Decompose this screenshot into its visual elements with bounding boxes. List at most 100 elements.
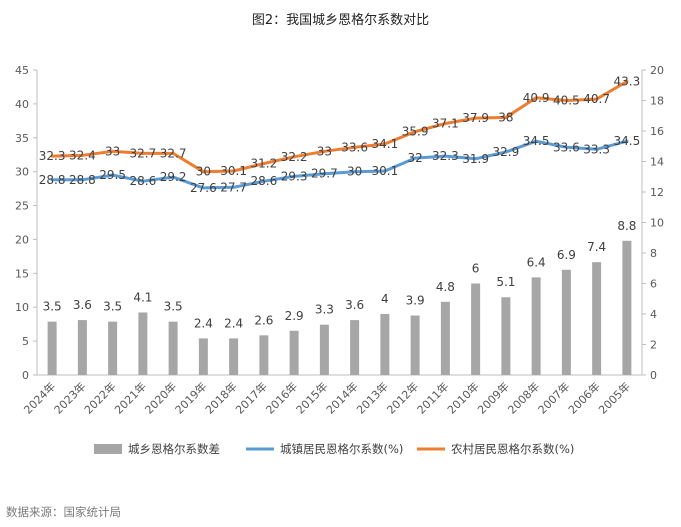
bar-data-label: 3.3: [315, 303, 334, 317]
right-axis-tick-label: 10: [650, 217, 664, 230]
x-axis-tick-label: 2010年: [444, 379, 481, 416]
point-urban: [171, 175, 175, 179]
x-axis-tick-label: 2017年: [233, 379, 270, 416]
point-urban: [141, 179, 145, 183]
point-urban: [504, 150, 508, 154]
bar-difference: [198, 338, 208, 375]
bar-data-label: 2.4: [224, 316, 243, 330]
rural-data-label: 32.4: [69, 148, 96, 162]
urban-data-label: 28.6: [251, 174, 278, 188]
bar-difference: [108, 321, 118, 375]
point-urban: [80, 178, 84, 182]
x-axis-tick-label: 2011年: [414, 379, 451, 416]
source-note: 数据来源：国家统计局: [6, 505, 121, 519]
rural-data-label: 32.2: [281, 150, 308, 164]
chart-title: 图2：我国城乡恩格尔系数对比: [251, 13, 430, 28]
right-axis-tick-label: 18: [650, 95, 664, 108]
line-rural: [50, 80, 629, 174]
point-rural: [413, 130, 417, 134]
x-axis-tick-label: 2006年: [565, 379, 602, 416]
point-urban: [322, 172, 326, 176]
urban-data-label: 29.5: [99, 168, 126, 182]
x-axis-tick-label: 2022年: [81, 379, 118, 416]
x-axis-tick-label: 2018年: [202, 379, 239, 416]
rural-data-label: 32.7: [130, 146, 157, 160]
bar-difference: [622, 240, 632, 375]
bar-difference: [289, 330, 299, 375]
left-axis-tick-label: 40: [15, 98, 29, 111]
bar-difference: [471, 283, 481, 375]
x-axis-tick-label: 2014年: [323, 379, 360, 416]
bar-difference: [77, 320, 87, 375]
x-axis-tick-label: 2013年: [354, 379, 391, 416]
bar-difference: [138, 312, 148, 375]
legend-label: 城乡恩格尔系数差: [128, 442, 220, 456]
bar-difference: [440, 301, 450, 375]
urban-data-label: 30.1: [372, 164, 399, 178]
urban-data-label: 29.7: [311, 167, 338, 181]
legend-label: 城镇居民恩格尔系数(%): [280, 442, 403, 456]
rural-data-label: 40.5: [553, 94, 580, 108]
point-rural: [50, 154, 54, 158]
urban-data-label: 31.9: [462, 152, 489, 166]
x-axis-tick-label: 2019年: [172, 379, 209, 416]
urban-data-label: 32.3: [432, 149, 459, 163]
urban-data-label: 28.8: [39, 173, 66, 187]
bar-data-label: 2.6: [254, 313, 273, 327]
bar-data-label: 8.8: [617, 219, 636, 233]
point-rural: [322, 149, 326, 153]
x-axis-tick-label: 2023年: [51, 379, 88, 416]
x-axis-tick-label: 2005年: [596, 379, 633, 416]
bar-difference: [168, 321, 178, 375]
rural-data-label: 32.7: [160, 146, 187, 160]
bar-data-label: 3.6: [345, 298, 364, 312]
left-axis-tick-label: 35: [15, 132, 29, 145]
point-rural: [171, 151, 175, 155]
left-axis-tick-label: 15: [15, 267, 29, 280]
bar-difference: [501, 297, 511, 375]
urban-data-label: 27.7: [220, 180, 247, 194]
urban-data-label: 28.8: [69, 173, 96, 187]
bar-difference: [592, 262, 602, 375]
right-axis-tick-label: 8: [650, 247, 657, 260]
rural-data-label: 40.7: [583, 92, 610, 106]
left-axis-tick-label: 25: [15, 200, 29, 213]
right-axis-tick-label: 12: [650, 186, 664, 199]
bar-data-label: 2.4: [194, 316, 213, 330]
urban-data-label: 33.6: [553, 140, 580, 154]
urban-data-label: 32: [407, 151, 422, 165]
bar-data-label: 7.4: [587, 240, 606, 254]
point-rural: [625, 80, 629, 84]
bar-data-label: 4: [381, 292, 389, 306]
rural-data-label: 33.6: [341, 140, 368, 154]
bar-data-label: 3.5: [103, 300, 122, 314]
rural-data-label: 33: [317, 144, 332, 158]
point-urban: [625, 139, 629, 143]
legend-label: 农村居民恩格尔系数(%): [451, 442, 574, 456]
chart-legend: 城乡恩格尔系数差 城镇居民恩格尔系数(%) 农村居民恩格尔系数(%): [94, 442, 574, 456]
bar-difference: [561, 269, 571, 375]
point-rural: [201, 170, 205, 174]
x-axis-tick-label: 2007年: [535, 379, 572, 416]
bar-data-label: 4.8: [436, 280, 455, 294]
left-axis-tick-label: 20: [15, 233, 29, 246]
bar-data-label: 6.9: [557, 248, 576, 262]
x-axis-tick-label: 2016年: [263, 379, 300, 416]
x-axis-tick-label: 2021年: [112, 379, 149, 416]
rural-data-label: 31.2: [251, 157, 278, 171]
urban-data-label: 30: [347, 165, 362, 179]
left-axis-tick-label: 5: [22, 335, 29, 348]
right-axis-tick-label: 0: [650, 369, 657, 382]
point-urban: [262, 179, 266, 183]
bar-data-label: 5.1: [496, 275, 515, 289]
right-axis-tick-label: 2: [650, 339, 657, 352]
rural-data-label: 35.9: [402, 125, 429, 139]
urban-data-label: 34.5: [614, 134, 641, 148]
bar-difference: [229, 338, 239, 375]
point-rural: [504, 115, 508, 119]
rural-data-label: 43.3: [614, 75, 641, 89]
point-rural: [564, 99, 568, 102]
rural-data-label: 33: [105, 144, 120, 158]
point-urban: [443, 154, 447, 158]
point-rural: [474, 116, 478, 120]
